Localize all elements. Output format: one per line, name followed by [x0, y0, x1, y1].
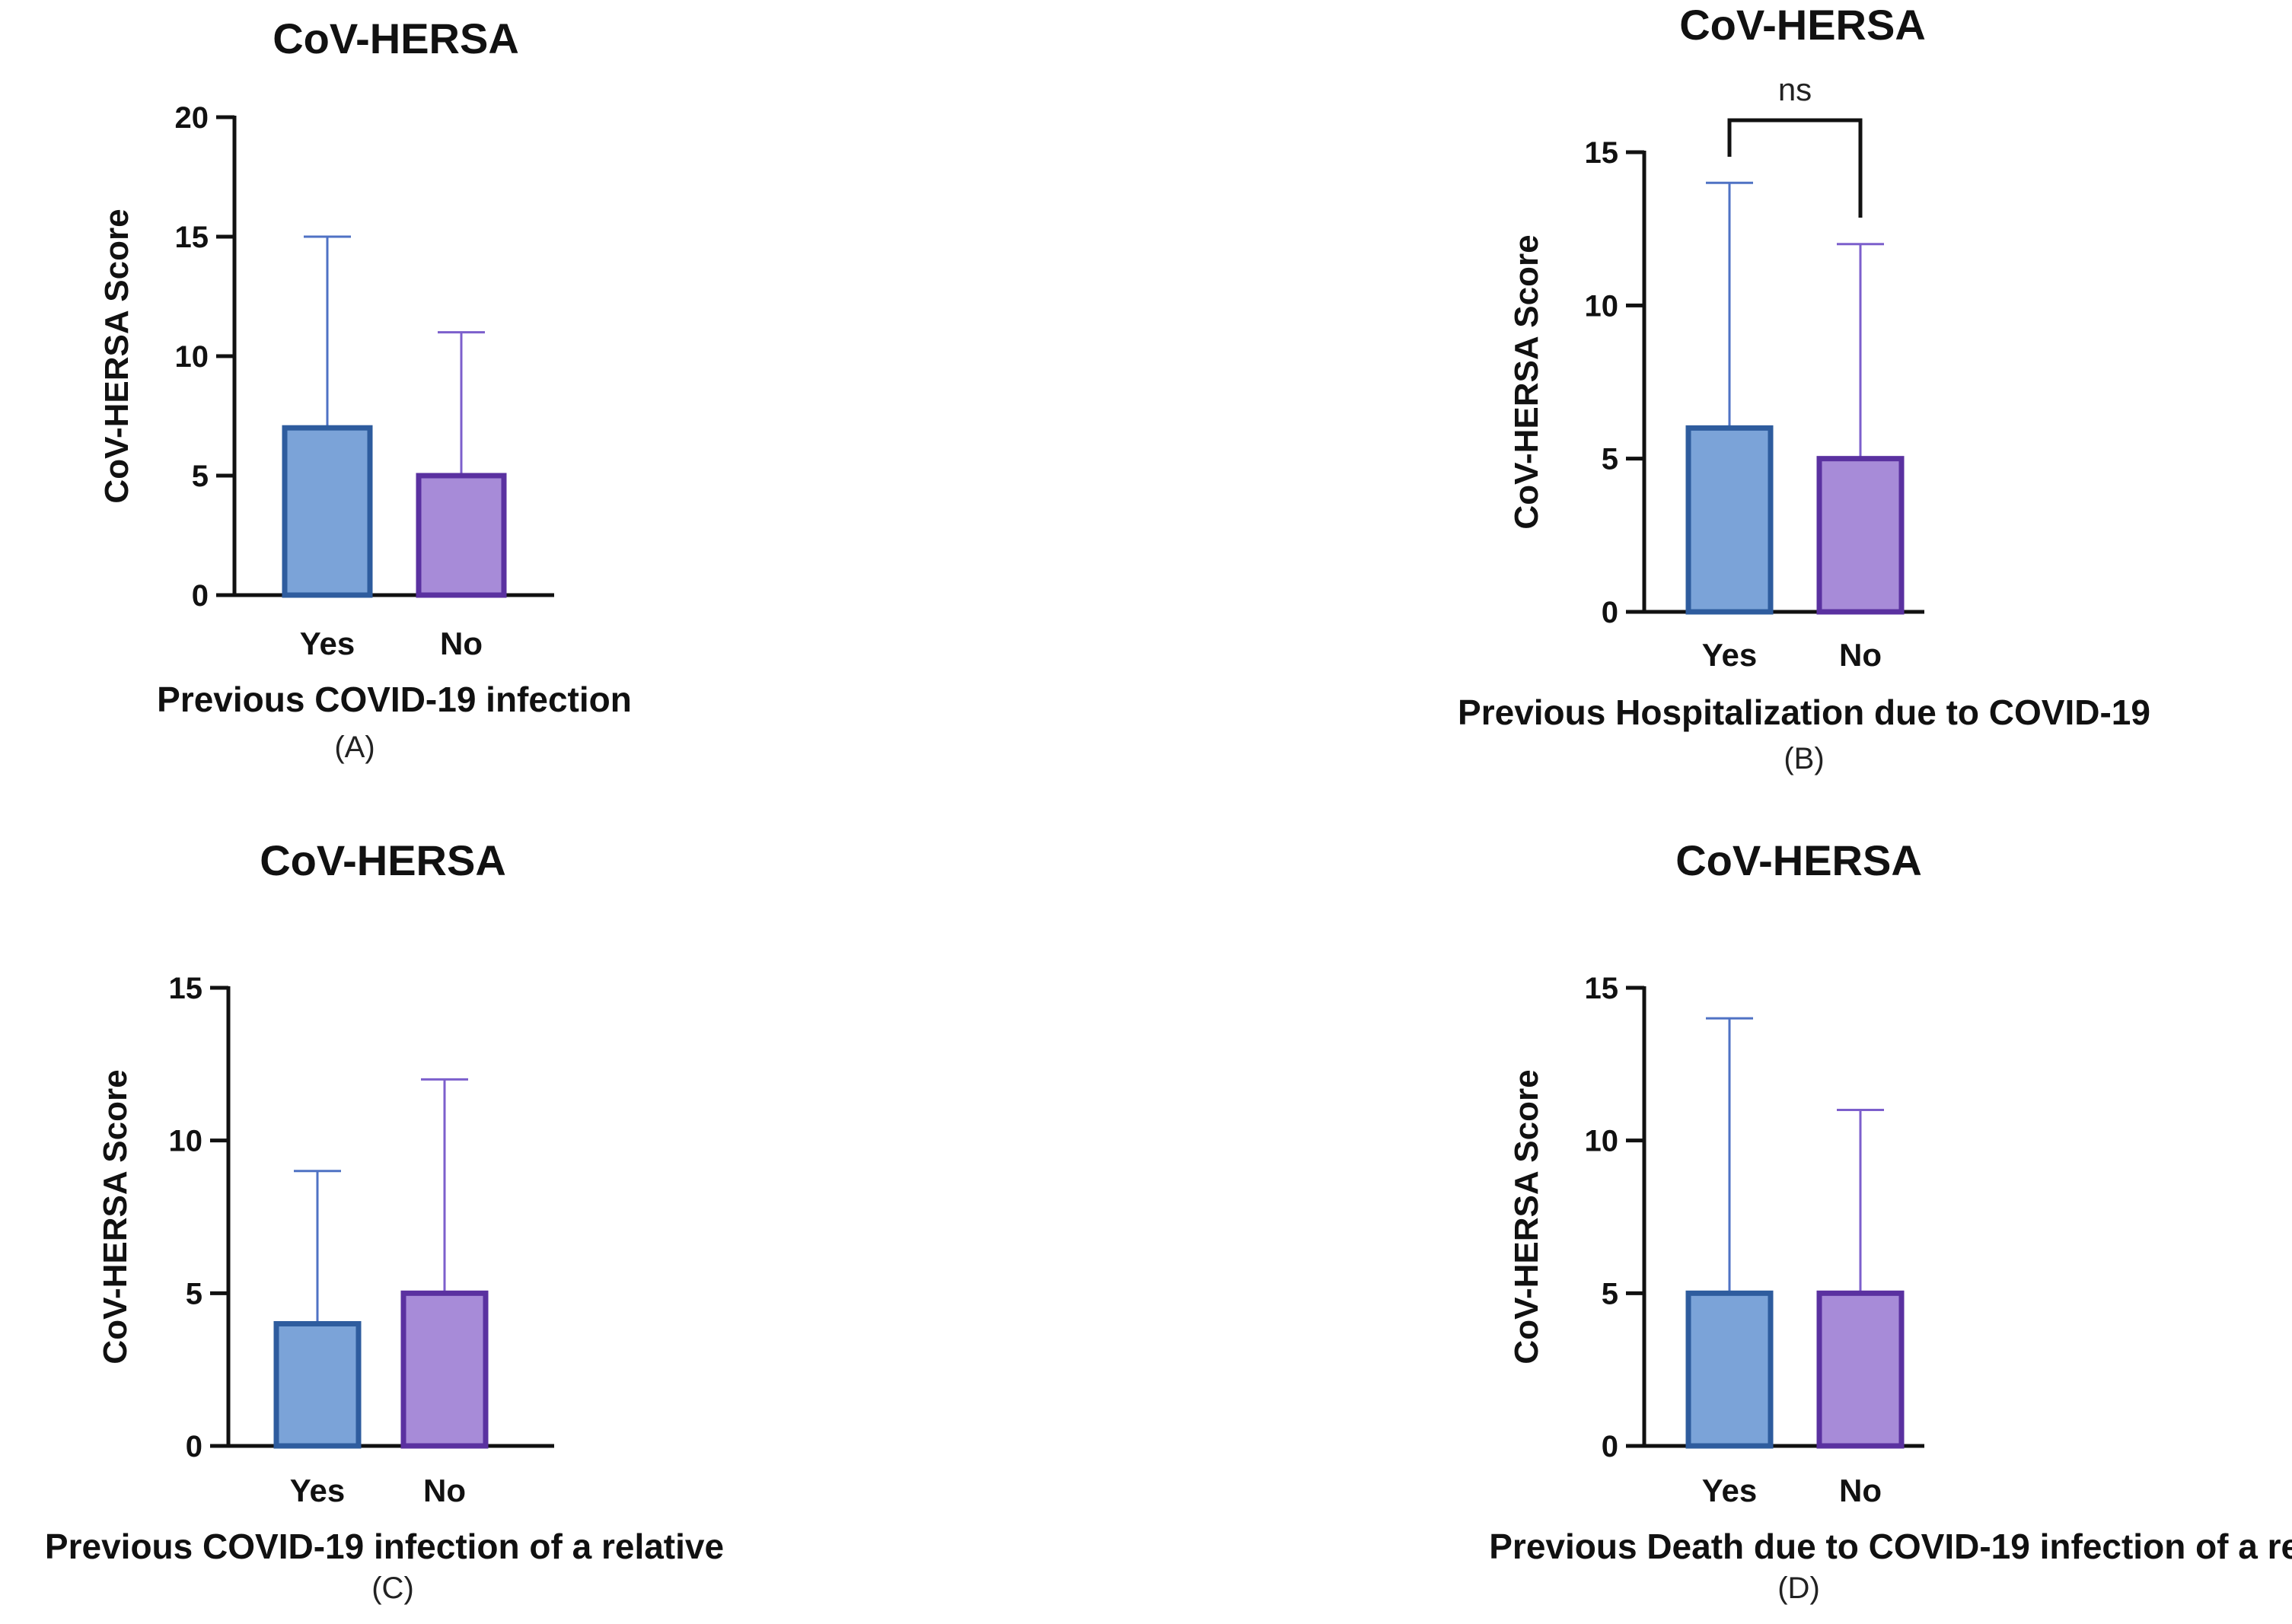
bar-no — [1816, 456, 1905, 615]
y-tick-label: 0 — [186, 1430, 202, 1463]
panel-label: (B) — [1784, 742, 1824, 775]
y-axis-title: CoV-HERSA Score — [98, 209, 135, 503]
y-tick-label: 5 — [186, 1277, 202, 1310]
chart-panel-c: CoV-HERSA 0 5 10 15 CoV-HERSA Score Yes No Previ… — [45, 836, 724, 1605]
y-tick-label: 5 — [192, 460, 209, 493]
y-tick-label: 10 — [169, 1125, 203, 1158]
y-axis-title: CoV-HERSA Score — [97, 1069, 134, 1364]
bar-no — [400, 1290, 489, 1449]
chart-panel-a: CoV-HERSA 0 5 10 15 20 CoV-HERSA Score Yes No Pre… — [98, 14, 632, 764]
y-tick-label: 0 — [192, 579, 209, 613]
bar-yes — [1685, 425, 1774, 615]
significance-label: ns — [1778, 72, 1812, 107]
x-category-label: No — [1839, 637, 1882, 673]
x-axis-title: Previous Death due to COVID-19 infection… — [1489, 1527, 2292, 1566]
x-axis-title: Previous COVID-19 infection of a relativ… — [45, 1527, 724, 1566]
chart-panel-b: CoV-HERSA 0 5 10 15 CoV-HERSA Score Yes No ns Pre… — [1458, 1, 2150, 775]
x-category-label: Yes — [1702, 1473, 1757, 1508]
chart-title: CoV-HERSA — [273, 14, 519, 62]
chart-title: CoV-HERSA — [260, 836, 506, 884]
panel-label: (C) — [371, 1571, 414, 1605]
chart-panel-d: CoV-HERSA 0 5 10 15 CoV-HERSA Score Yes No Previ… — [1489, 836, 2292, 1605]
chart-title: CoV-HERSA — [1679, 1, 1926, 49]
significance-bracket — [1727, 118, 1863, 218]
y-tick-label: 10 — [175, 340, 209, 374]
y-tick-label: 0 — [1602, 596, 1618, 629]
y-tick-label: 5 — [1602, 1277, 1618, 1310]
x-category-label: No — [423, 1473, 466, 1508]
chart-title: CoV-HERSA — [1675, 836, 1922, 884]
bar-no — [1816, 1290, 1905, 1449]
x-category-label: Yes — [1702, 637, 1757, 673]
y-tick-label: 0 — [1602, 1430, 1618, 1463]
x-axis-title: Previous Hospitalization due to COVID-19 — [1458, 693, 2150, 732]
x-category-label: No — [440, 626, 483, 661]
bar-yes — [1685, 1290, 1774, 1449]
y-tick-label: 15 — [169, 972, 203, 1005]
bar-yes — [273, 1320, 362, 1449]
x-category-label: No — [1839, 1473, 1882, 1508]
x-axis-title: Previous COVID-19 infection — [157, 680, 632, 719]
y-axis-title: CoV-HERSA Score — [1508, 1069, 1545, 1364]
y-tick-label: 15 — [1585, 136, 1619, 170]
bar-no — [416, 473, 507, 598]
y-tick-label: 5 — [1602, 443, 1618, 476]
y-tick-label: 10 — [1585, 289, 1619, 323]
panel-label: (D) — [1777, 1571, 1820, 1605]
bar-yes — [282, 425, 373, 598]
y-tick-label: 15 — [1585, 972, 1619, 1005]
y-tick-label: 15 — [175, 221, 209, 254]
panel-label: (A) — [334, 731, 375, 764]
y-tick-label: 20 — [175, 101, 209, 135]
y-axis-title: CoV-HERSA Score — [1508, 234, 1545, 529]
y-tick-label: 10 — [1585, 1125, 1619, 1158]
x-category-label: Yes — [300, 626, 355, 661]
x-category-label: Yes — [290, 1473, 345, 1508]
